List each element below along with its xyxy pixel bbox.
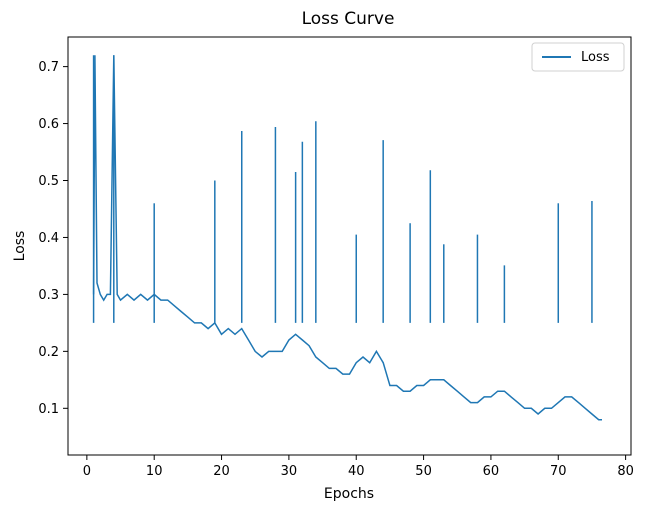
y-tick-label: 0.3: [38, 288, 59, 303]
loss-series-line: [92, 55, 602, 421]
x-tick-label: 30: [281, 464, 298, 479]
chart-title: Loss Curve: [302, 9, 395, 29]
y-tick-label: 0.4: [38, 231, 59, 246]
y-tick-label: 0.7: [38, 60, 59, 75]
plot-frame: [67, 36, 632, 456]
x-axis-label: Epochs: [324, 486, 374, 502]
legend-box: [531, 42, 625, 72]
x-tick-label: 60: [483, 464, 500, 479]
x-tick-label: 80: [617, 464, 634, 479]
x-tick-label: 0: [83, 464, 91, 479]
y-tick-label: 0.6: [38, 117, 59, 132]
plot-area: [67, 36, 632, 456]
x-axis: 0 10 20 30 40 50 60 70 80: [83, 455, 634, 479]
loss-spikes: [92, 55, 593, 323]
x-tick-label: 10: [146, 464, 163, 479]
x-tick-label: 70: [550, 464, 567, 479]
y-axis: 0.1 0.2 0.3 0.4 0.5 0.6 0.7: [38, 60, 68, 417]
x-tick-label: 40: [348, 464, 365, 479]
y-tick-label: 0.1: [38, 402, 59, 417]
x-tick-label: 20: [213, 464, 230, 479]
legend: Loss: [531, 42, 625, 72]
legend-label: Loss: [581, 50, 610, 65]
y-axis-label: Loss: [12, 231, 28, 262]
x-tick-label: 50: [415, 464, 432, 479]
y-tick-label: 0.5: [38, 174, 59, 189]
y-tick-label: 0.2: [38, 345, 59, 360]
